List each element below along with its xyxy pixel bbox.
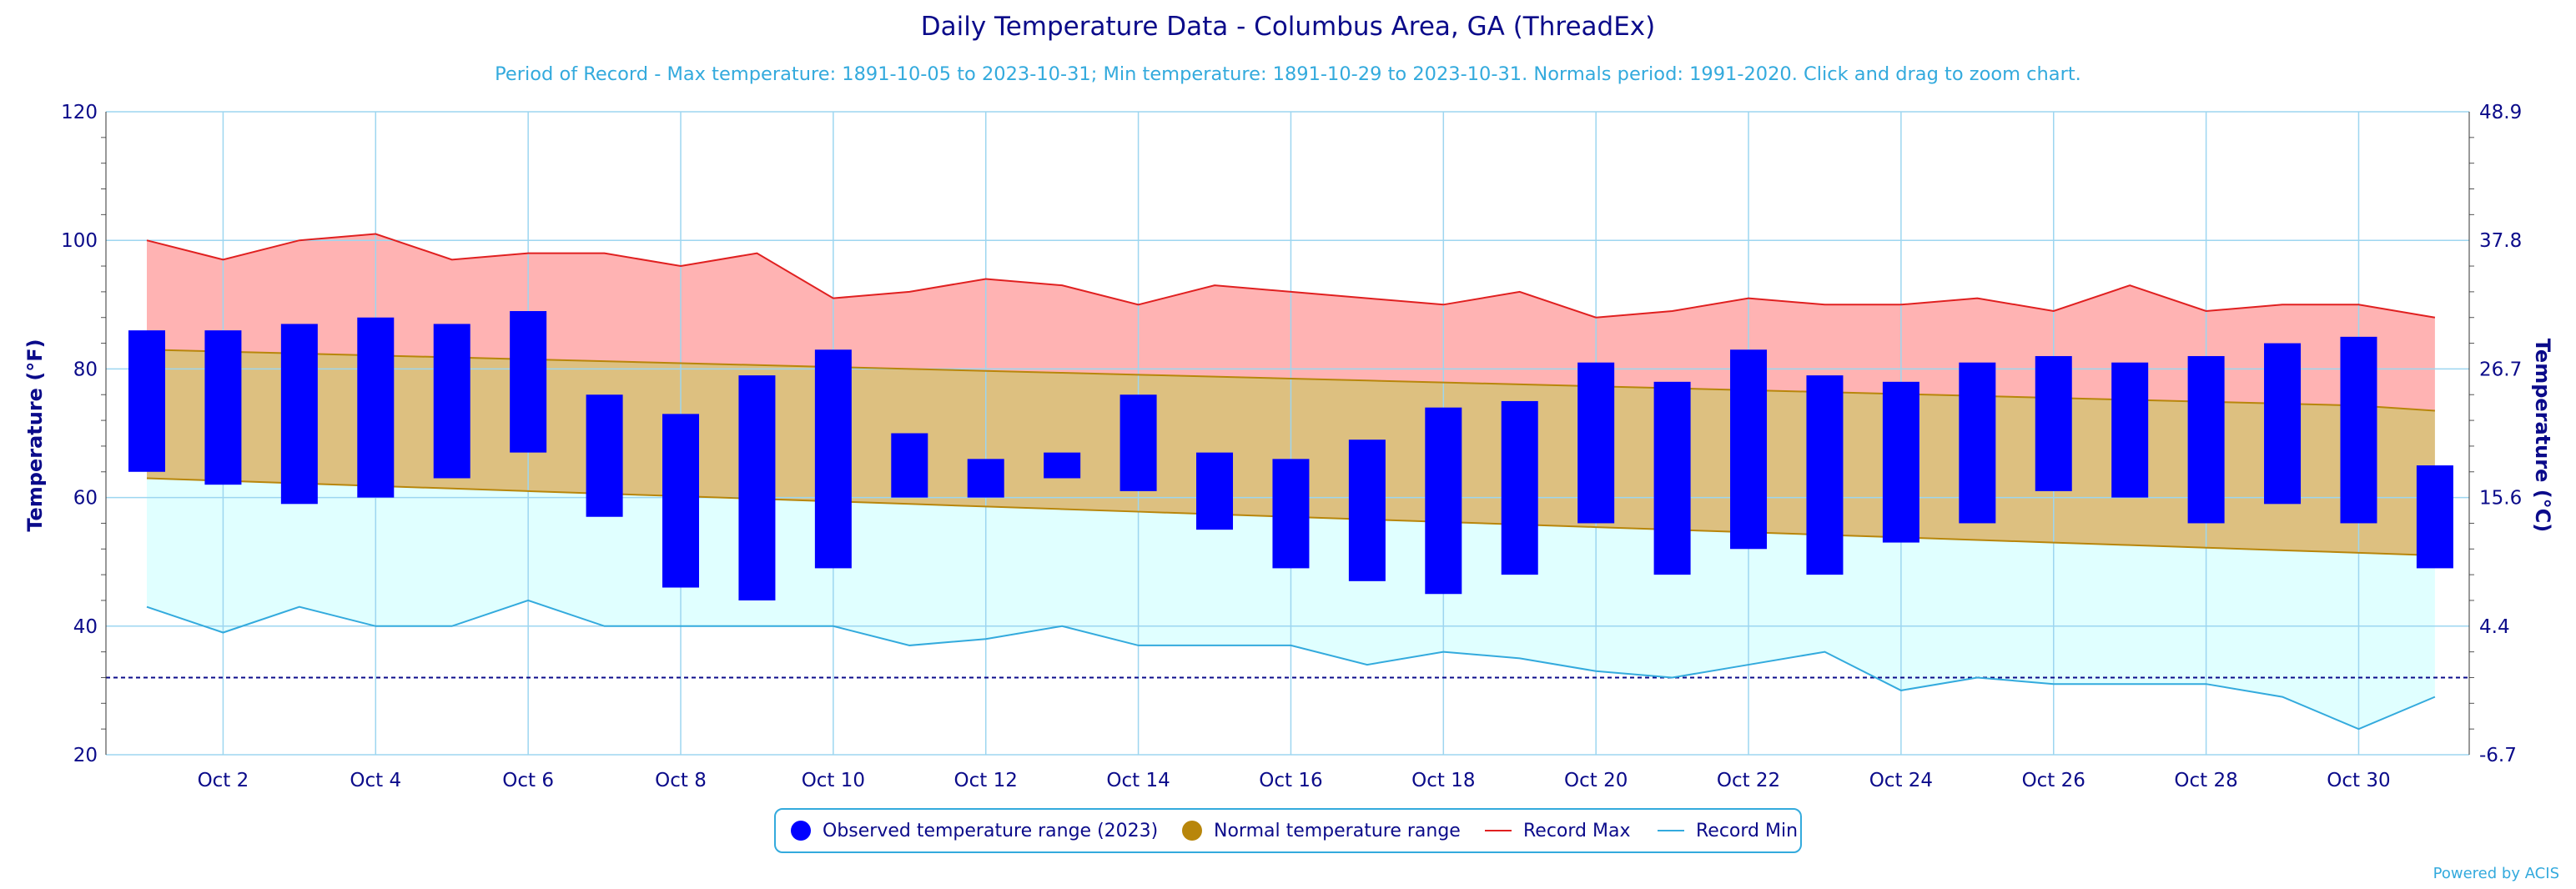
legend-record-max-swatch (1485, 830, 1512, 831)
legend-normal-swatch (1182, 821, 1202, 841)
observed-range-bar[interactable] (433, 324, 470, 479)
observed-range-bar[interactable] (128, 330, 165, 472)
x-tick-label: Oct 30 (2327, 770, 2390, 791)
x-tick-label: Oct 24 (1869, 770, 1933, 791)
chart-axes: 20 40 60 80 100 120 -6.7 4.4 15.6 26.7 37.8 48.9 Oct… (61, 102, 2522, 791)
observed-range-bar[interactable] (2111, 362, 2149, 498)
y-tick-label-left: 20 (73, 745, 98, 766)
y-tick-label-left: 40 (73, 616, 98, 638)
chart-legend: Observed temperature range (2023) Normal… (774, 808, 1802, 853)
observed-range-bar[interactable] (1730, 349, 1768, 550)
legend-item-normal[interactable]: Normal temperature range (1182, 810, 1461, 851)
observed-range-bar[interactable] (1044, 452, 1081, 479)
y-tick-label-right: 4.4 (2479, 616, 2510, 638)
observed-range-bar[interactable] (814, 349, 852, 569)
x-tick-label: Oct 14 (1106, 770, 1170, 791)
observed-range-bar[interactable] (280, 324, 318, 505)
y-tick-label-left: 100 (61, 230, 98, 252)
observed-range-bar[interactable] (1196, 452, 1234, 530)
observed-range-bar[interactable] (1501, 400, 1538, 575)
observed-range-bar[interactable] (1653, 381, 1691, 575)
observed-range-bar[interactable] (1959, 362, 1996, 524)
observed-range-bar[interactable] (891, 433, 928, 498)
observed-range-bar[interactable] (2187, 355, 2225, 524)
observed-range-bar[interactable] (204, 330, 242, 485)
x-tick-label: Oct 18 (1411, 770, 1475, 791)
x-tick-label: Oct 22 (1717, 770, 1780, 791)
observed-range-bar[interactable] (1806, 375, 1844, 575)
observed-range-bar[interactable] (510, 311, 547, 453)
x-tick-label: Oct 20 (1564, 770, 1628, 791)
observed-range-bar[interactable] (586, 394, 623, 517)
observed-range-bar[interactable] (2035, 355, 2072, 491)
y-tick-label-right: 37.8 (2479, 230, 2522, 252)
chart-bars[interactable] (128, 311, 2453, 600)
observed-range-bar[interactable] (1882, 381, 1919, 543)
observed-range-bar[interactable] (1119, 394, 1157, 491)
record-max-line (146, 233, 2436, 319)
legend-item-record-max[interactable]: Record Max (1485, 810, 1631, 851)
observed-range-bar[interactable] (1272, 459, 1310, 569)
credits-link[interactable]: Powered by ACIS (2433, 865, 2559, 882)
legend-record-max-label: Record Max (1523, 820, 1631, 841)
observed-range-bar[interactable] (967, 459, 1004, 498)
observed-range-bar[interactable] (2264, 343, 2302, 505)
y-axis-title-left: Temperature (°F) (23, 339, 47, 532)
legend-record-min-label: Record Min (1696, 820, 1799, 841)
x-tick-label: Oct 16 (1259, 770, 1322, 791)
y-axis-title-right: Temperature (°C) (2531, 338, 2554, 533)
observed-range-bar[interactable] (662, 414, 700, 588)
legend-observed-label: Observed temperature range (2023) (823, 820, 1159, 841)
x-tick-label: Oct 26 (2022, 770, 2085, 791)
observed-range-bar[interactable] (738, 375, 776, 600)
chart-lines (106, 233, 2469, 731)
x-tick-label: Oct 12 (954, 770, 1018, 791)
y-tick-label-right: 15.6 (2479, 488, 2522, 510)
x-tick-label: Oct 28 (2174, 770, 2237, 791)
record-min-line (146, 599, 2436, 731)
observed-range-bar[interactable] (1348, 439, 1386, 581)
legend-record-min-swatch (1658, 830, 1684, 831)
legend-normal-label: Normal temperature range (1214, 820, 1461, 841)
y-tick-label-left: 80 (73, 359, 98, 380)
observed-range-bar[interactable] (357, 317, 395, 498)
x-tick-label: Oct 4 (350, 770, 401, 791)
y-tick-label-right: -6.7 (2479, 745, 2517, 766)
y-tick-label-left: 60 (73, 488, 98, 510)
y-tick-label-right: 26.7 (2479, 359, 2522, 380)
legend-item-record-min[interactable]: Record Min (1658, 810, 1798, 851)
x-tick-label: Oct 10 (802, 770, 865, 791)
x-tick-label: Oct 6 (502, 770, 554, 791)
observed-range-bar[interactable] (1577, 362, 1615, 524)
x-tick-label: Oct 2 (198, 770, 249, 791)
x-tick-label: Oct 8 (655, 770, 707, 791)
chart-title: Daily Temperature Data - Columbus Area, … (920, 12, 1656, 42)
legend-observed-swatch (791, 821, 811, 841)
observed-range-bar[interactable] (2340, 336, 2377, 524)
y-tick-label-right: 48.9 (2479, 102, 2522, 123)
observed-range-bar[interactable] (2416, 465, 2453, 569)
legend-item-observed[interactable]: Observed temperature range (2023) (791, 810, 1158, 851)
observed-range-bar[interactable] (1425, 407, 1462, 595)
y-tick-label-left: 120 (61, 102, 98, 123)
chart-subtitle: Period of Record - Max temperature: 1891… (495, 63, 2081, 85)
